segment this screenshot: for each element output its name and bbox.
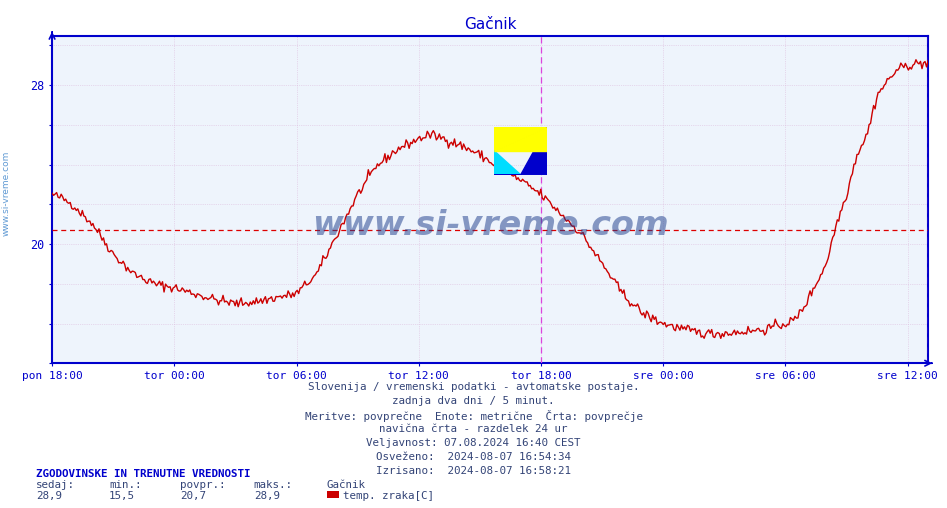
Text: Gačnik: Gačnik — [327, 480, 366, 490]
Text: sedaj:: sedaj: — [36, 480, 75, 490]
Text: Veljavnost: 07.08.2024 16:40 CEST: Veljavnost: 07.08.2024 16:40 CEST — [366, 438, 581, 448]
Text: navična črta - razdelek 24 ur: navična črta - razdelek 24 ur — [379, 424, 568, 434]
Text: 20,7: 20,7 — [180, 491, 205, 501]
Text: min.:: min.: — [109, 480, 141, 490]
Polygon shape — [494, 128, 547, 175]
Text: 28,9: 28,9 — [254, 491, 279, 501]
Text: temp. zraka[C]: temp. zraka[C] — [343, 491, 434, 501]
Text: Meritve: povprečne  Enote: metrične  Črta: povprečje: Meritve: povprečne Enote: metrične Črta:… — [305, 410, 642, 423]
Title: Gačnik: Gačnik — [464, 17, 516, 31]
Polygon shape — [494, 151, 521, 175]
Text: zadnja dva dni / 5 minut.: zadnja dva dni / 5 minut. — [392, 396, 555, 406]
Text: 28,9: 28,9 — [36, 491, 62, 501]
Text: Osveženo:  2024-08-07 16:54:34: Osveženo: 2024-08-07 16:54:34 — [376, 452, 571, 462]
Text: 15,5: 15,5 — [109, 491, 134, 501]
Polygon shape — [494, 128, 547, 151]
Text: Izrisano:  2024-08-07 16:58:21: Izrisano: 2024-08-07 16:58:21 — [376, 466, 571, 477]
Text: maks.:: maks.: — [254, 480, 293, 490]
Text: ZGODOVINSKE IN TRENUTNE VREDNOSTI: ZGODOVINSKE IN TRENUTNE VREDNOSTI — [36, 468, 251, 479]
Text: www.si-vreme.com: www.si-vreme.com — [312, 209, 669, 242]
Polygon shape — [494, 128, 547, 151]
Text: Slovenija / vremenski podatki - avtomatske postaje.: Slovenija / vremenski podatki - avtomats… — [308, 382, 639, 392]
Text: povpr.:: povpr.: — [180, 480, 225, 490]
Text: www.si-vreme.com: www.si-vreme.com — [1, 150, 10, 236]
